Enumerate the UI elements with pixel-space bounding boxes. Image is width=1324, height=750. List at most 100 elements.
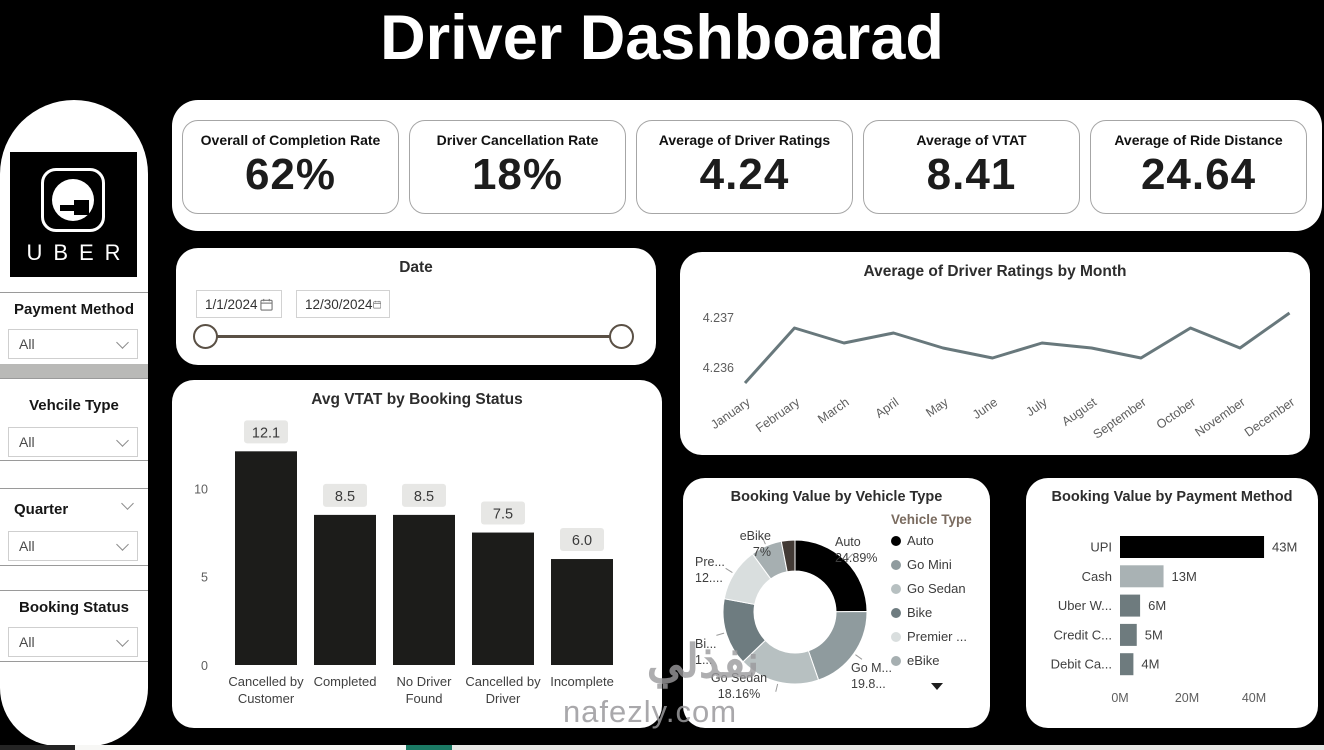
- legend-item[interactable]: Premier ...: [891, 629, 987, 644]
- svg-text:December: December: [1242, 395, 1297, 440]
- legend-dot: [891, 535, 901, 546]
- svg-text:5M: 5M: [1145, 627, 1163, 642]
- kpi-completion-rate: Overall of Completion Rate 62%: [182, 120, 399, 214]
- uber-logo-text: UBER: [26, 240, 132, 265]
- svg-text:43M: 43M: [1272, 540, 1297, 555]
- svg-text:August: August: [1059, 395, 1099, 429]
- svg-text:8.5: 8.5: [335, 489, 355, 505]
- chevron-down-icon: [116, 633, 129, 647]
- filter-booking-status: Booking Status All: [0, 590, 148, 662]
- callout-premier: Pre... 12....: [695, 555, 725, 585]
- kpi-panel: Overall of Completion Rate 62% Driver Ca…: [172, 100, 1322, 231]
- svg-text:10: 10: [194, 482, 208, 496]
- callout-go-sedan: Go Sedan 18.16%: [710, 671, 768, 701]
- date-range-handle-end[interactable]: [609, 324, 634, 349]
- date-slicer-title: Date: [399, 259, 433, 276]
- kpi-cancellation-rate: Driver Cancellation Rate 18%: [409, 120, 626, 214]
- svg-text:October: October: [1154, 395, 1198, 432]
- legend-item[interactable]: Auto: [891, 533, 987, 548]
- filter-payment-method-label: Payment Method: [13, 301, 134, 318]
- callout-go-mini: Go M... 19.8...: [851, 661, 892, 691]
- legend-item[interactable]: Go Sedan: [891, 581, 987, 596]
- date-start-input[interactable]: 1/1/2024: [196, 290, 282, 318]
- svg-text:8.5: 8.5: [414, 489, 434, 505]
- legend-dot: [891, 607, 901, 618]
- filter-quarter-label: Quarter: [0, 489, 148, 518]
- legend-scroll-arrow[interactable]: [931, 683, 943, 690]
- payment-method-bar-chart[interactable]: UPI 43M Cash 13M Uber W... 6M Credit C... 5M Deb…: [1026, 478, 1318, 728]
- svg-text:6M: 6M: [1148, 598, 1166, 613]
- svg-text:UPI: UPI: [1090, 540, 1112, 555]
- svg-text:February: February: [753, 395, 803, 436]
- booking-value-vehicle-title: Booking Value by Vehicle Type: [730, 489, 943, 505]
- filter-vehicle-type: Vehcile Type All: [0, 378, 148, 462]
- vtat-bar-chart[interactable]: 0 5 10 12.1 Cancelled by Customer 8.5 Completed…: [172, 380, 662, 728]
- date-slicer-card: Date 1/1/2024 12/30/2024: [176, 248, 656, 365]
- watermark: nafezly.com: [562, 694, 738, 729]
- svg-text:12.1: 12.1: [252, 425, 280, 441]
- svg-text:Cash: Cash: [1082, 569, 1112, 584]
- svg-text:April: April: [873, 395, 902, 421]
- chevron-down-icon[interactable]: [121, 497, 134, 510]
- booking-status-value: All: [19, 634, 35, 650]
- quarter-dropdown[interactable]: All: [8, 531, 138, 561]
- callout-bike: Bi... 1...: [695, 637, 717, 667]
- calendar-icon[interactable]: [260, 298, 273, 311]
- svg-text:November: November: [1192, 395, 1247, 440]
- svg-text:Debit Ca...: Debit Ca...: [1051, 657, 1112, 672]
- vehicle-type-legend: Vehicle Type Auto Go Mini Go Sedan Bike Prem…: [891, 512, 987, 677]
- filter-quarter: Quarter All: [0, 488, 148, 567]
- vtat-by-status-card: Avg VTAT by Booking Status 0 5 10 12.1 Cance…: [172, 380, 662, 728]
- callout-ebike: eBike 7%: [739, 529, 771, 559]
- kpi-driver-ratings: Average of Driver Ratings 4.24: [636, 120, 853, 214]
- svg-text:September: September: [1091, 395, 1149, 442]
- payment-method-value: All: [19, 336, 35, 352]
- svg-text:Incomplete: Incomplete: [550, 674, 614, 689]
- date-end-input[interactable]: 12/30/2024: [296, 290, 390, 318]
- svg-text:5: 5: [201, 571, 208, 585]
- date-range-handle-start[interactable]: [193, 324, 218, 349]
- legend-item[interactable]: eBike: [891, 653, 987, 668]
- svg-text:6.0: 6.0: [572, 533, 592, 549]
- svg-text:0M: 0M: [1111, 691, 1128, 705]
- svg-text:4.236: 4.236: [703, 361, 734, 375]
- booking-status-dropdown[interactable]: All: [8, 627, 138, 657]
- svg-text:Completed: Completed: [314, 674, 377, 689]
- legend-dot: [891, 631, 901, 642]
- chevron-down-icon: [116, 433, 129, 447]
- ratings-by-month-line-chart[interactable]: 4.237 4.236 January February March April May Ju…: [680, 252, 1310, 455]
- ratings-by-month-card: Average of Driver Ratings by Month 4.237…: [680, 252, 1310, 455]
- svg-text:Uber W...: Uber W...: [1058, 598, 1112, 613]
- legend-item[interactable]: Go Mini: [891, 557, 987, 572]
- chevron-down-icon: [116, 335, 129, 349]
- quarter-value: All: [19, 538, 35, 554]
- vehicle-type-dropdown[interactable]: All: [8, 427, 138, 457]
- payment-method-dropdown[interactable]: All: [8, 329, 138, 359]
- date-range-track[interactable]: [204, 335, 630, 338]
- progress-bar-track[interactable]: [75, 745, 406, 750]
- svg-text:March: March: [815, 395, 852, 426]
- calendar-icon[interactable]: [372, 298, 381, 311]
- vehicle-type-donut-chart[interactable]: [683, 478, 990, 728]
- sidebar: UBER Payment Method All Vehcile Type All…: [0, 100, 148, 746]
- sidebar-spacer: [0, 460, 148, 490]
- svg-text:0: 0: [201, 659, 208, 673]
- legend-title: Vehicle Type: [891, 512, 972, 527]
- svg-text:May: May: [923, 395, 951, 420]
- kpi-ride-distance: Average of Ride Distance 24.64: [1090, 120, 1307, 214]
- callout-auto: Auto 24.89%: [835, 535, 878, 565]
- uber-bit-icon: [41, 168, 105, 232]
- progress-bar-played[interactable]: [406, 745, 452, 750]
- progress-bar-track[interactable]: [452, 745, 1324, 750]
- page-title: Driver Dashboarad: [380, 3, 944, 73]
- svg-text:20M: 20M: [1175, 691, 1199, 705]
- legend-dot: [891, 655, 901, 666]
- svg-text:13M: 13M: [1172, 569, 1197, 584]
- svg-text:7.5: 7.5: [493, 507, 513, 523]
- svg-text:4M: 4M: [1141, 657, 1159, 672]
- svg-text:4.237: 4.237: [703, 311, 734, 325]
- filter-payment-method: Payment Method All: [0, 292, 148, 366]
- legend-item[interactable]: Bike: [891, 605, 987, 620]
